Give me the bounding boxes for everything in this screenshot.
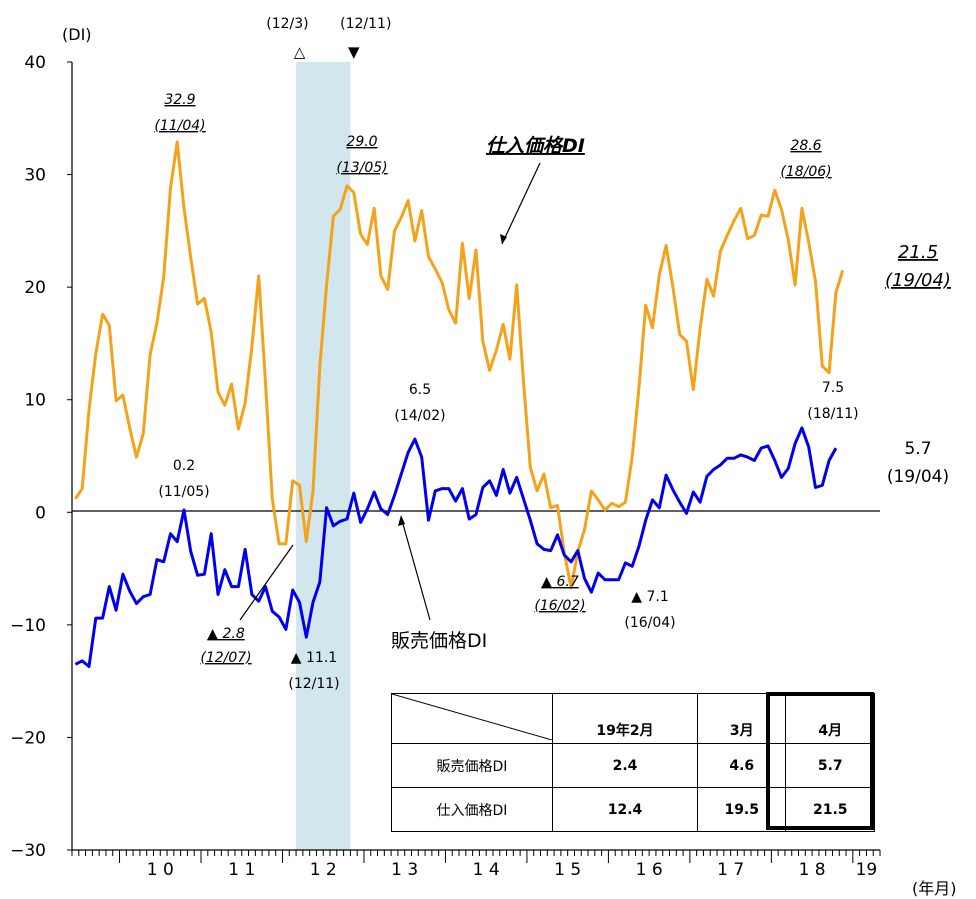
ann-buy-value-1305: 29.0 [346, 134, 377, 150]
annotations-buy: 32.9 (11/04) 29.0 (13/05) 28.6 (18/06) ▲… [154, 92, 951, 666]
table-corner-cell [391, 693, 553, 744]
ann-buy-value-1806: 28.6 [790, 138, 821, 154]
table-header-apr: 4月 [785, 693, 875, 744]
y-tick-label: −20 [10, 728, 46, 748]
table-cell: 2.4 [552, 743, 698, 788]
ann-buy-date-1602: (16/02) [534, 598, 585, 614]
table-cell: 12.4 [552, 787, 698, 832]
ann-sell-date-1211: (12/11) [288, 676, 339, 692]
x-tick-label: 1 3 [391, 860, 418, 880]
y-tick-label: −10 [10, 616, 46, 636]
period-marker-date: (12/11) [340, 16, 391, 32]
shaded-period [296, 62, 351, 850]
ann-sell-value-1904: 5.7 [904, 439, 931, 459]
table-cell: 21.5 [785, 787, 875, 832]
x-tick-label: 1 0 [147, 860, 174, 880]
table-row-label: 仕入価格DI [391, 787, 553, 832]
x-tick-label: 1 2 [310, 860, 337, 880]
ann-sell-value-1105: 0.2 [173, 458, 195, 474]
ann-sell-date-1904: (19/04) [887, 467, 949, 487]
annotations-sell: 0.2 (11/05) 6.5 (14/02) 7.5 (18/11) ▲ 11… [158, 380, 949, 692]
leader-buy-low-2012 [239, 544, 294, 621]
x-tick-label: 1 4 [473, 860, 500, 880]
period-marker-symbol: △ [294, 43, 306, 61]
period-marker-symbol: ▼ [348, 43, 360, 61]
table-row-label: 販売価格DI [391, 743, 553, 788]
ann-buy-value-1207: ▲ 2.8 [207, 626, 245, 642]
summary-table: 19年2月 3月 4月 販売価格DI 2.4 4.6 5.7 仕入価格DI 12… [391, 693, 875, 832]
table-cell: 5.7 [785, 743, 875, 788]
ann-sell-date-1811: (18/11) [807, 406, 858, 422]
leader-buy-label [501, 162, 541, 245]
ann-sell-value-1604: ▲ 7.1 [631, 589, 668, 605]
ann-sell-date-1604: (16/04) [624, 615, 675, 631]
table-header-mar: 3月 [696, 693, 787, 744]
corner-diagonal [392, 694, 552, 740]
x-tick-label: 1 7 [717, 860, 744, 880]
ann-sell-date-1105: (11/05) [158, 484, 209, 500]
ann-buy-date-1904: (19/04) [885, 270, 951, 291]
y-tick-label: 10 [24, 391, 46, 411]
x-tick-label: 19 [856, 860, 878, 880]
series-line-sell-price-di [74, 426, 838, 668]
x-tick-label: 1 1 [228, 860, 255, 880]
table-cell: 4.6 [696, 743, 787, 788]
x-tick-label: 1 8 [799, 860, 826, 880]
arrowhead-buy-label [500, 234, 507, 244]
ann-buy-date-1104: (11/04) [154, 118, 205, 134]
series-label-sell-price-di: 販売価格DI [391, 630, 487, 652]
x-tick-label: 1 5 [554, 860, 581, 880]
series-line-buy-price-di [74, 140, 845, 590]
ann-buy-date-1305: (13/05) [336, 160, 387, 176]
x-tick-label: 1 6 [636, 860, 663, 880]
ann-buy-value-1602: ▲ 6.7 [541, 574, 579, 590]
ann-sell-value-1811: 7.5 [822, 380, 844, 396]
y-tick-label: −30 [10, 841, 46, 861]
period-marker-date: (12/3) [266, 16, 308, 32]
table-row: 販売価格DI 2.4 4.6 5.7 [391, 743, 875, 788]
ann-buy-value-1104: 32.9 [164, 92, 195, 108]
x-unit-label: (年月) [912, 879, 957, 898]
ann-sell-value-1402: 6.5 [409, 382, 431, 398]
table-header-feb: 19年2月 [552, 693, 698, 744]
y-axis-ticks: 40 30 20 10 0 −10 −20 −30 [10, 53, 72, 861]
ann-buy-value-1904: 21.5 [898, 242, 938, 263]
y-unit-label: (DI) [62, 25, 92, 44]
y-tick-label: 20 [24, 278, 46, 298]
arrowhead-sell-label [398, 515, 405, 526]
ann-buy-date-1806: (18/06) [780, 164, 831, 180]
period-markers: (12/3) △ (12/11) ▼ [266, 16, 391, 61]
table-row: 仕入価格DI 12.4 19.5 21.5 [391, 787, 875, 832]
ann-buy-date-1207: (12/07) [200, 650, 251, 666]
ann-sell-value-1211: ▲ 11.1 [291, 650, 337, 666]
ann-sell-date-1402: (14/02) [394, 408, 445, 424]
series-label-buy-price-di: 仕入価格DI [486, 135, 585, 157]
y-tick-label: 40 [24, 53, 46, 73]
y-tick-label: 0 [35, 503, 46, 523]
table-cell: 19.5 [696, 787, 787, 832]
x-axis-ticks: 1 0 1 1 1 2 1 3 1 4 1 5 1 6 1 7 1 8 19 [71, 850, 881, 880]
y-tick-label: 30 [24, 166, 46, 186]
leader-sell-label [400, 516, 431, 621]
table-header-row: 19年2月 3月 4月 [391, 693, 875, 744]
